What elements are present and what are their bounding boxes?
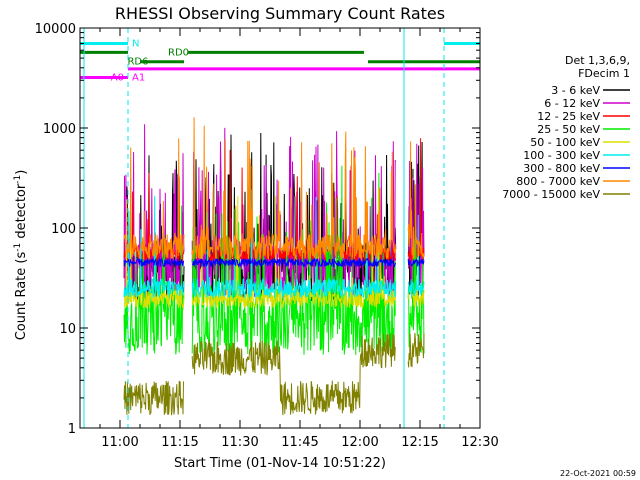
flag-label-RD6: RD6	[127, 57, 148, 68]
series-800_7000keV	[123, 117, 425, 261]
x-tick-label: 11:00	[101, 435, 138, 450]
x-tick-label: 12:00	[341, 435, 378, 450]
series-100_300keV	[123, 189, 425, 299]
chart-title: RHESSI Observing Summary Count Rates	[115, 4, 445, 23]
series-25_50keV	[123, 165, 425, 355]
flag-label-RD0: RD0	[168, 47, 189, 58]
legend-label: 7000 - 15000 keV	[502, 188, 600, 201]
flag-label-A1: A1	[132, 72, 145, 83]
flag-label-A0: A0	[111, 72, 124, 83]
legend-label: 25 - 50 keV	[537, 123, 600, 136]
legend-label: 800 - 7000 keV	[516, 175, 600, 188]
legend-label: 300 - 800 keV	[523, 162, 600, 175]
y-axis-label: Count Rate (s-1 detector-1)	[13, 170, 29, 341]
y-tick-label: 10	[59, 322, 76, 337]
timestamp: 22-Oct-2021 00:59	[560, 469, 636, 478]
legend-label: 100 - 300 keV	[523, 149, 600, 162]
y-tick-label: 100	[51, 222, 76, 237]
y-tick-label: 10000	[35, 22, 76, 37]
x-tick-label: 12:30	[461, 435, 498, 450]
legend-label: 3 - 6 keV	[551, 84, 600, 97]
x-tick-label: 11:45	[281, 435, 318, 450]
series-7000_15000keV	[123, 332, 425, 416]
legend-header: FDecim 1	[578, 67, 630, 80]
legend-label: 6 - 12 keV	[544, 97, 600, 110]
x-tick-label: 11:30	[221, 435, 258, 450]
x-axis-label: Start Time (01-Nov-14 10:51:22)	[174, 456, 386, 471]
flag-label-N: N	[132, 38, 139, 49]
y-tick-label: 1000	[43, 122, 76, 137]
legend-label: 50 - 100 keV	[530, 136, 600, 149]
legend-header: Det 1,3,6,9,	[565, 54, 630, 67]
series-300_800keV	[123, 256, 425, 269]
x-tick-label: 12:15	[401, 435, 438, 450]
legend-label: 12 - 25 keV	[537, 110, 600, 123]
x-tick-label: 11:15	[161, 435, 198, 450]
y-tick-label: 1	[68, 422, 76, 437]
